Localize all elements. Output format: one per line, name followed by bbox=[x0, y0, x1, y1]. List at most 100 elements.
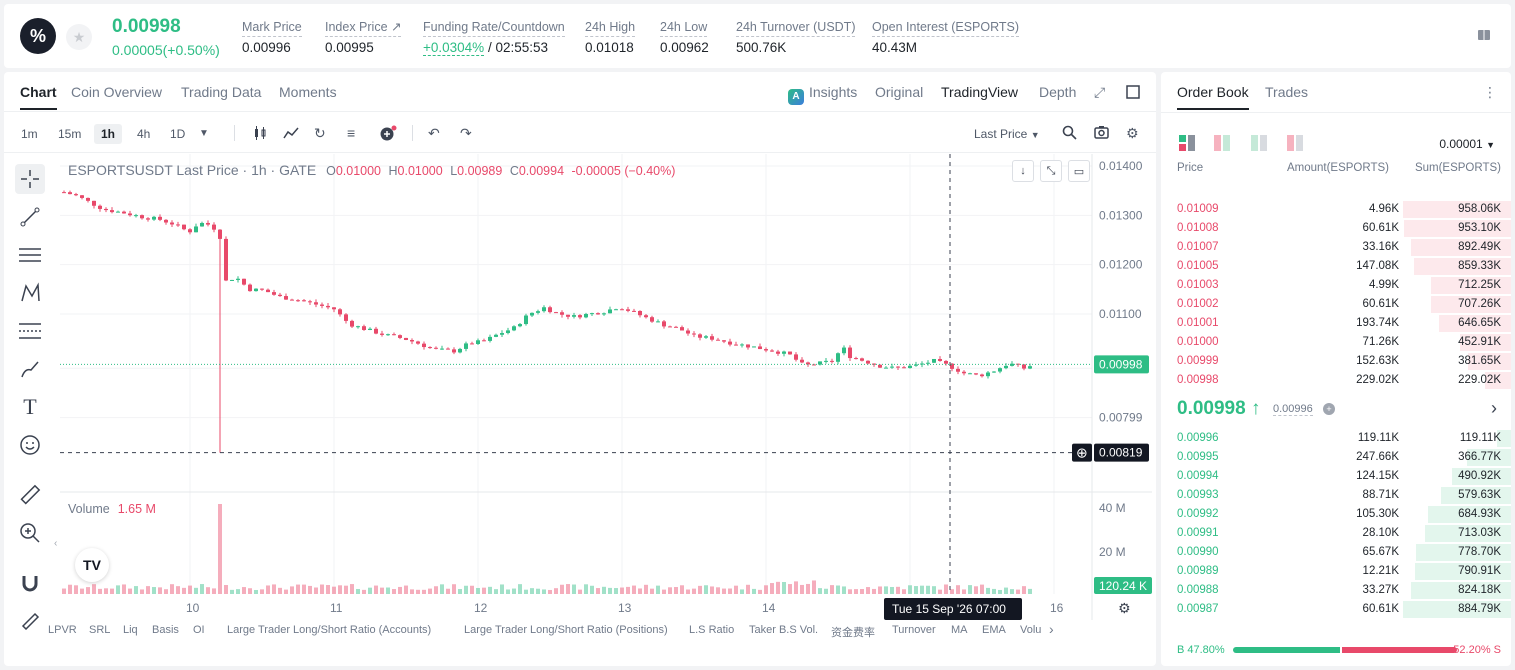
tab-moments[interactable]: Moments bbox=[279, 84, 337, 100]
indicator-srl[interactable]: SRL bbox=[89, 624, 111, 636]
orderbook-row[interactable]: 0.00992 105.30K 684.93K bbox=[1161, 505, 1511, 524]
timeframe-4h[interactable]: 4h bbox=[137, 127, 151, 141]
indicator-turnover[interactable]: Turnover bbox=[892, 624, 936, 636]
indicators-icon[interactable] bbox=[283, 125, 299, 144]
pattern-icon[interactable] bbox=[15, 278, 45, 308]
indicator-taker-vol[interactable]: Taker B.S Vol. bbox=[749, 624, 819, 636]
indicator-lpvr[interactable]: LPVR bbox=[48, 624, 77, 636]
orderbook-row[interactable]: 0.00993 88.71K 579.63K bbox=[1161, 486, 1511, 505]
refresh-icon[interactable]: ↻ bbox=[314, 125, 326, 141]
candlestick-chart[interactable]: 0.014000.013000.012000.011000.008990.007… bbox=[60, 154, 1152, 620]
indicator-ema[interactable]: EMA bbox=[982, 624, 1006, 636]
timeframe-1m[interactable]: 1m bbox=[21, 127, 38, 141]
stat-index-price[interactable]: Index Price ↗ 0.00995 bbox=[325, 18, 402, 55]
candle-body bbox=[224, 238, 228, 281]
orderbook-row[interactable]: 0.00995 247.66K 366.77K bbox=[1161, 448, 1511, 467]
tab-chart[interactable]: Chart bbox=[20, 84, 57, 110]
view-tradingview[interactable]: TradingView bbox=[941, 84, 1019, 100]
price-type-select[interactable]: Last Price ▼ bbox=[974, 127, 1040, 141]
view-insights[interactable]: A Insights bbox=[788, 84, 857, 105]
view-depth[interactable]: Depth bbox=[1039, 84, 1077, 100]
more-options-icon[interactable]: ⋮ bbox=[1483, 84, 1497, 100]
orderbook-row[interactable]: 0.00989 12.21K 790.91K bbox=[1161, 562, 1511, 581]
indicator-oi[interactable]: OI bbox=[193, 624, 205, 636]
tradingview-logo-icon[interactable]: TV bbox=[75, 548, 109, 582]
redo-icon[interactable]: ↷ bbox=[460, 125, 472, 141]
timeframe-1h[interactable]: 1h bbox=[94, 124, 123, 144]
undo-icon[interactable]: ↶ bbox=[428, 125, 440, 141]
chevron-right-icon[interactable]: › bbox=[1491, 398, 1497, 418]
search-icon[interactable] bbox=[1062, 125, 1077, 143]
fib-icon[interactable] bbox=[15, 316, 45, 346]
orderbook-row[interactable]: 0.00994 124.15K 490.92K bbox=[1161, 467, 1511, 486]
tab-coin-overview[interactable]: Coin Overview bbox=[71, 84, 163, 100]
indicator-large-trader-accounts[interactable]: Large Trader Long/Short Ratio (Accounts) bbox=[227, 624, 432, 636]
zoom-in-icon[interactable] bbox=[15, 518, 45, 548]
emoji-icon[interactable] bbox=[15, 430, 45, 460]
orderbook-row[interactable]: 0.00988 33.27K 824.18K bbox=[1161, 581, 1511, 600]
text-tool-icon[interactable]: T bbox=[23, 394, 37, 419]
view-asks-only-icon[interactable] bbox=[1287, 135, 1303, 156]
arrow-down-icon[interactable]: ↓ bbox=[1012, 160, 1034, 182]
orderbook-row[interactable]: 0.01007 33.16K 892.49K bbox=[1161, 238, 1511, 257]
orderbook-row[interactable]: 0.01005 147.08K 859.33K bbox=[1161, 257, 1511, 276]
orderbook-row[interactable]: 0.00987 60.61K 884.79K bbox=[1161, 600, 1511, 619]
x-axis-label: 16 bbox=[1050, 601, 1064, 615]
precision-select[interactable]: 0.00001 ▼ bbox=[1439, 137, 1495, 151]
pencil-icon[interactable] bbox=[15, 604, 45, 634]
price-chart[interactable]: 0.014000.013000.012000.011000.008990.007… bbox=[54, 154, 1152, 624]
expand-icon[interactable]: ⤢ bbox=[1094, 84, 1106, 100]
indicator-funding-rate[interactable]: 资金费率 bbox=[831, 627, 875, 639]
volume-bar bbox=[212, 588, 216, 594]
indicator-basis[interactable]: Basis bbox=[152, 624, 179, 636]
magnet-icon[interactable] bbox=[15, 568, 45, 598]
orderbook-row[interactable]: 0.01008 60.61K 953.10K bbox=[1161, 219, 1511, 238]
collapse-icon[interactable]: ⤡ bbox=[1040, 160, 1062, 182]
indicator-large-trader-positions[interactable]: Large Trader Long/Short Ratio (Positions… bbox=[464, 624, 668, 636]
volume-bar bbox=[92, 584, 96, 594]
stat-label[interactable]: Index Price ↗ bbox=[325, 19, 402, 37]
indicator-liq[interactable]: Liq bbox=[123, 624, 138, 636]
ruler-icon[interactable] bbox=[15, 480, 45, 510]
timeframe-15m[interactable]: 15m bbox=[58, 127, 82, 141]
tab-trades[interactable]: Trades bbox=[1265, 84, 1309, 100]
orderbook-row[interactable]: 0.01002 60.61K 707.26K bbox=[1161, 295, 1511, 314]
window-icon[interactable] bbox=[1126, 85, 1140, 102]
collapse-left-icon[interactable]: ‹ bbox=[54, 538, 58, 549]
view-bids-icon[interactable] bbox=[1251, 135, 1267, 156]
orderbook-row[interactable]: 0.00991 28.10K 713.03K bbox=[1161, 524, 1511, 543]
orderbook-row[interactable]: 0.00999 152.63K 381.65K bbox=[1161, 352, 1511, 371]
orderbook-row[interactable]: 0.00998 229.02K 229.02K bbox=[1161, 371, 1511, 390]
view-original[interactable]: Original bbox=[875, 84, 924, 100]
funding-rate-value[interactable]: +0.0304% bbox=[423, 40, 485, 56]
tab-trading-data[interactable]: Trading Data bbox=[181, 84, 262, 100]
candle-type-icon[interactable] bbox=[252, 125, 268, 144]
indicator-volume[interactable]: Volu bbox=[1020, 624, 1042, 636]
timeframe-dropdown-icon[interactable]: ▼ bbox=[199, 128, 209, 139]
brush-icon[interactable] bbox=[15, 354, 45, 384]
template-icon[interactable]: ≡ bbox=[347, 125, 356, 141]
trend-line-icon[interactable] bbox=[15, 202, 45, 232]
settings-gear-icon[interactable]: ⚙ bbox=[1126, 125, 1139, 141]
orderbook-row[interactable]: 0.00996 119.11K 119.11K bbox=[1161, 429, 1511, 448]
indicator-ls-ratio[interactable]: L.S Ratio bbox=[689, 624, 735, 636]
maximize-icon[interactable]: ▭ bbox=[1068, 160, 1090, 182]
view-both-icon[interactable] bbox=[1179, 135, 1195, 156]
view-asks-icon[interactable] bbox=[1214, 135, 1230, 156]
tab-order-book[interactable]: Order Book bbox=[1177, 84, 1249, 110]
add-indicator-icon[interactable] bbox=[379, 125, 397, 144]
favorite-star-icon[interactable]: ★ bbox=[66, 24, 92, 50]
orderbook-row[interactable]: 0.01001 193.74K 646.65K bbox=[1161, 314, 1511, 333]
orderbook-row[interactable]: 0.01000 71.26K 452.91K bbox=[1161, 333, 1511, 352]
timeframe-1d[interactable]: 1D bbox=[170, 127, 186, 141]
book-icon[interactable] bbox=[1477, 28, 1493, 44]
orderbook-row[interactable]: 0.00990 65.67K 778.70K bbox=[1161, 543, 1511, 562]
camera-icon[interactable] bbox=[1094, 125, 1109, 142]
indicator-ma[interactable]: MA bbox=[951, 624, 968, 636]
horizontal-lines-icon[interactable] bbox=[15, 240, 45, 270]
crosshair-icon[interactable] bbox=[15, 164, 45, 194]
depth-bar bbox=[1404, 220, 1511, 237]
chevron-right-icon[interactable]: › bbox=[1049, 621, 1054, 637]
orderbook-row[interactable]: 0.01003 4.99K 712.25K bbox=[1161, 276, 1511, 295]
orderbook-row[interactable]: 0.01009 4.96K 958.06K bbox=[1161, 200, 1511, 219]
